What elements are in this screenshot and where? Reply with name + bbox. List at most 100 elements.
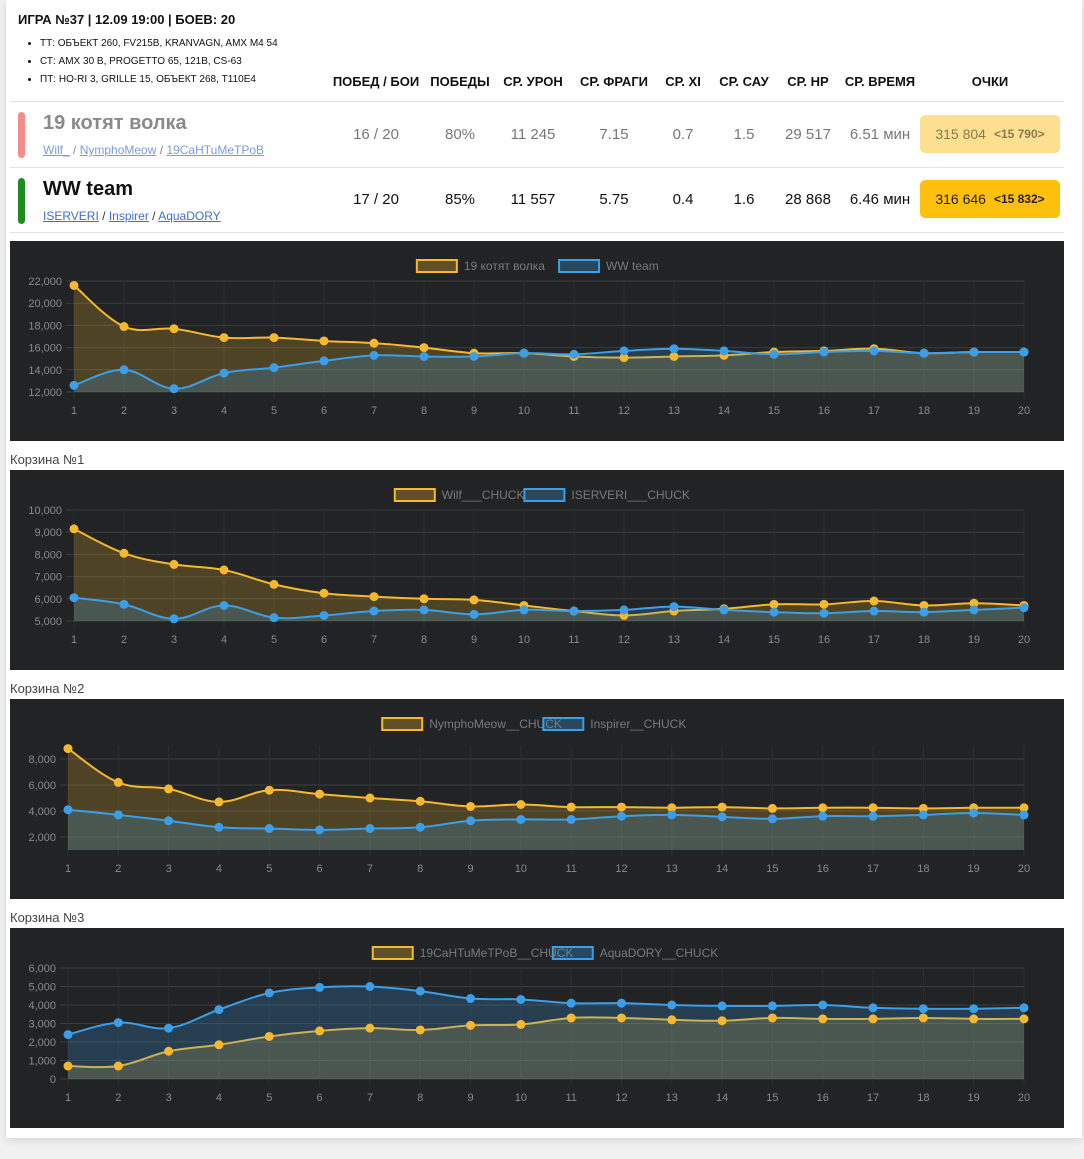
x-tick-label: 8 xyxy=(421,405,427,417)
y-tick-label: 3,000 xyxy=(28,1019,56,1031)
data-point xyxy=(69,280,79,290)
x-tick-label: 10 xyxy=(515,863,527,875)
x-tick-label: 2 xyxy=(115,863,121,875)
x-tick-label: 14 xyxy=(716,1092,728,1104)
x-tick-label: 3 xyxy=(171,405,177,417)
chart-basket-3: 0 1,000 2,000 3,000 4,000 5,000 6,000 1 2 3 4 5 6 7 8 9… xyxy=(10,928,1064,1128)
x-tick-label: 13 xyxy=(668,405,680,417)
legend-swatch xyxy=(371,946,414,960)
y-tick-label: 8,000 xyxy=(34,549,62,561)
player-link[interactable]: AquaDORY xyxy=(158,209,221,223)
data-point xyxy=(315,789,325,799)
data-point xyxy=(365,793,375,803)
data-point xyxy=(1019,803,1029,813)
legend-swatch xyxy=(415,259,458,273)
data-point xyxy=(119,365,129,375)
y-tick-label: 14,000 xyxy=(28,365,62,377)
data-point xyxy=(315,1026,325,1036)
data-point xyxy=(818,811,828,821)
data-point xyxy=(219,565,229,575)
data-point xyxy=(169,559,179,569)
player-link[interactable]: Inspirer xyxy=(108,209,149,223)
data-point xyxy=(419,605,429,615)
legend-swatch xyxy=(551,946,594,960)
y-tick-label: 6,000 xyxy=(34,594,62,606)
player-link[interactable]: ISERVERI xyxy=(43,209,99,223)
data-point xyxy=(63,744,73,754)
vehicle-classes-list: ТТ: ОБЪЕКТ 260, FV215B, KRANVAGN, AMX M4… xyxy=(40,37,278,91)
col-frags: СР. ФРАГИ xyxy=(579,74,649,89)
data-point xyxy=(365,982,375,991)
series-area xyxy=(68,986,1024,1079)
data-point xyxy=(264,785,274,795)
divider xyxy=(10,167,1064,168)
team-players: Wilf_ / NymphoMeow / 19CaHTuMeTPoB xyxy=(43,143,264,157)
data-point xyxy=(869,346,879,356)
data-point xyxy=(669,344,679,354)
divider xyxy=(10,101,1064,102)
data-point xyxy=(419,594,429,604)
data-point xyxy=(63,1030,73,1040)
y-tick-label: 0 xyxy=(50,1074,56,1086)
player-link[interactable]: 19CaHTuMeTPoB xyxy=(166,143,264,157)
x-tick-label: 15 xyxy=(766,863,778,875)
data-point xyxy=(269,579,279,589)
data-point xyxy=(415,1025,425,1035)
y-tick-label: 2,000 xyxy=(28,832,56,844)
col-points: ОЧКИ xyxy=(971,74,1009,89)
data-point xyxy=(919,600,929,610)
legend-label: Inspirer__CHUCK xyxy=(590,717,686,731)
data-point xyxy=(616,1013,626,1023)
x-tick-label: 17 xyxy=(867,1092,879,1104)
wins-battles-value: 16 / 20 xyxy=(353,126,399,143)
data-point xyxy=(369,592,379,602)
x-tick-label: 18 xyxy=(917,863,929,875)
class-medium: СТ: AMX 30 B, PROGETTO 65, 121B, CS-63 xyxy=(40,55,278,73)
data-point xyxy=(1019,603,1029,613)
x-tick-label: 3 xyxy=(166,1092,172,1104)
data-point xyxy=(616,811,626,821)
data-point xyxy=(415,986,425,996)
series-area xyxy=(74,528,1024,621)
legend-swatch xyxy=(381,717,424,731)
data-point xyxy=(269,363,279,373)
x-tick-label: 3 xyxy=(171,634,177,646)
data-point xyxy=(214,1040,224,1050)
col-winrate: ПОБЕДЫ xyxy=(430,74,490,89)
data-point xyxy=(1019,1014,1029,1024)
y-tick-label: 4,000 xyxy=(28,806,56,818)
data-point xyxy=(519,348,529,358)
data-point xyxy=(969,808,979,818)
sau-value: 1.6 xyxy=(733,191,755,208)
data-point xyxy=(869,606,879,616)
data-point xyxy=(169,614,179,624)
player-link[interactable]: Wilf_ xyxy=(43,143,70,157)
data-point xyxy=(269,613,279,623)
data-point xyxy=(767,814,777,824)
data-point xyxy=(868,811,878,821)
data-point xyxy=(415,796,425,806)
damage-value: 11 557 xyxy=(510,191,556,208)
game-title: ИГРА №37 | 12.09 19:00 | БОЕВ: 20 xyxy=(18,12,236,27)
chart-basket-1: 5,000 6,000 7,000 8,000 9,000 10,000 1 2 3 4 5 6 7 8 9… xyxy=(10,470,1064,670)
data-point xyxy=(469,609,479,619)
y-tick-label: 9,000 xyxy=(34,527,62,539)
points-extra: <15 832> xyxy=(993,192,1045,206)
data-point xyxy=(466,1020,476,1030)
data-point xyxy=(113,1018,123,1028)
x-tick-label: 12 xyxy=(618,405,630,417)
data-point xyxy=(164,1046,174,1056)
x-tick-label: 14 xyxy=(718,634,730,646)
x-tick-label: 1 xyxy=(65,863,71,875)
class-heavy: ТТ: ОБЪЕКТ 260, FV215B, KRANVAGN, AMX M4… xyxy=(40,37,278,55)
data-point xyxy=(667,803,677,813)
divider xyxy=(10,232,1064,233)
data-point xyxy=(566,998,576,1008)
legend-swatch xyxy=(558,259,601,273)
player-link[interactable]: NymphoMeow xyxy=(79,143,157,157)
data-point xyxy=(369,338,379,348)
legend-label: 19CaHTuMeTPoB__CHUCK xyxy=(420,946,574,960)
x-tick-label: 6 xyxy=(317,863,323,875)
data-point xyxy=(717,1016,727,1026)
